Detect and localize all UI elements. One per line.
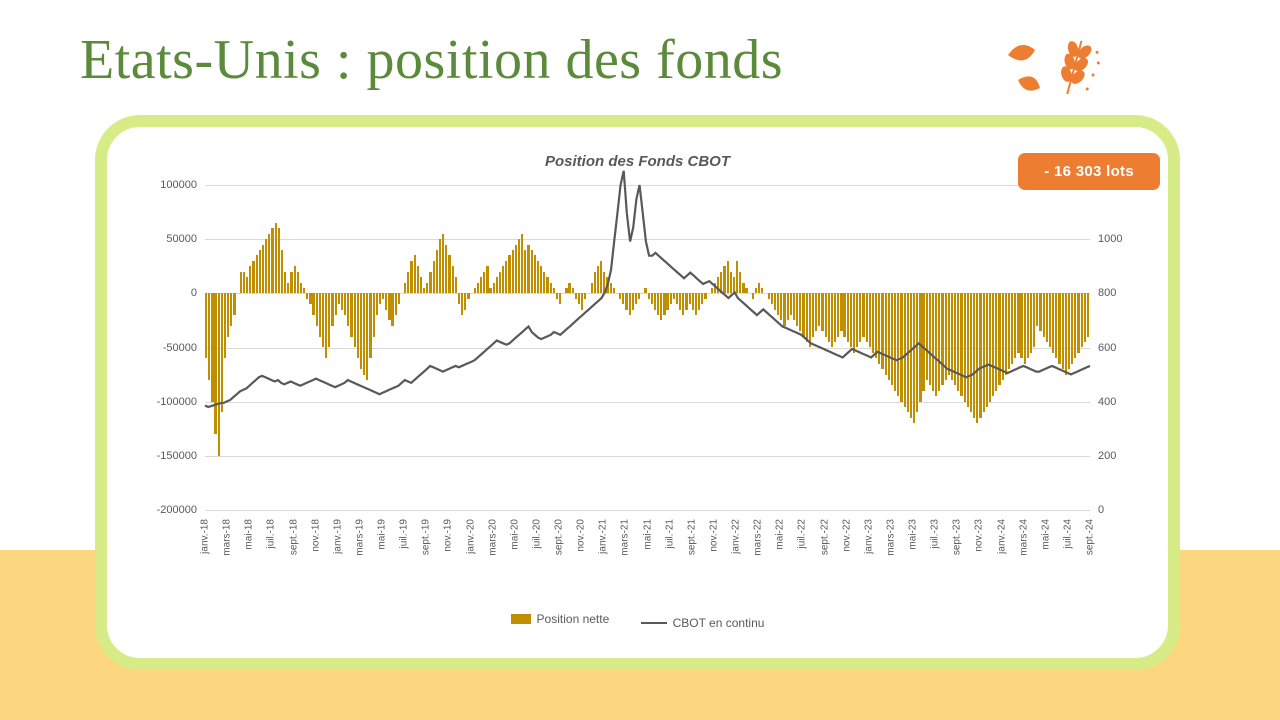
x-tick-label: sept.-21 bbox=[686, 519, 697, 555]
x-axis-labels: janv.-18mars-18mai-18juil.-18sept.-18nov… bbox=[205, 515, 1090, 595]
x-tick-label: mars-19 bbox=[354, 519, 365, 556]
x-tick-label: mai-24 bbox=[1040, 519, 1051, 550]
x-tick-label: sept.-20 bbox=[554, 519, 565, 555]
x-tick-label: mars-23 bbox=[885, 519, 896, 556]
x-tick-label: mars-24 bbox=[1018, 519, 1029, 556]
x-tick-label: janv.-19 bbox=[332, 519, 343, 554]
legend-swatch-bar bbox=[511, 614, 531, 624]
x-tick-label: janv.-21 bbox=[598, 519, 609, 554]
legend-label-line: CBOT en continu bbox=[673, 616, 765, 630]
x-tick-label: sept.-19 bbox=[421, 519, 432, 555]
x-tick-label: juil.-21 bbox=[664, 519, 675, 548]
chart-legend: Position nette CBOT en continu bbox=[125, 612, 1150, 630]
legend-item-bars: Position nette bbox=[511, 612, 610, 626]
legend-item-line: CBOT en continu bbox=[641, 616, 765, 630]
x-tick-label: mars-20 bbox=[487, 519, 498, 556]
x-tick-label: juil.-23 bbox=[930, 519, 941, 548]
x-tick-label: sept.-23 bbox=[952, 519, 963, 555]
x-tick-label: janv.-22 bbox=[731, 519, 742, 554]
x-tick-label: sept.-18 bbox=[288, 519, 299, 555]
x-tick-label: mai-19 bbox=[377, 519, 388, 550]
x-tick-label: juil.-19 bbox=[399, 519, 410, 548]
x-tick-label: janv.-23 bbox=[863, 519, 874, 554]
x-tick-label: mai-20 bbox=[509, 519, 520, 550]
x-tick-label: mars-18 bbox=[222, 519, 233, 556]
wheat-leaf-icon-group bbox=[1000, 30, 1100, 105]
chart-container: Position des Fonds CBOT - 16 303 lots -2… bbox=[125, 145, 1150, 640]
x-tick-label: sept.-24 bbox=[1085, 519, 1096, 555]
x-tick-label: mai-18 bbox=[244, 519, 255, 550]
plot-area: -200000-150000-100000-50000050000100000 … bbox=[205, 185, 1090, 510]
legend-label-bars: Position nette bbox=[537, 612, 610, 626]
x-tick-label: mai-21 bbox=[642, 519, 653, 550]
x-tick-label: juil.-22 bbox=[797, 519, 808, 548]
x-tick-label: janv.-24 bbox=[996, 519, 1007, 554]
x-tick-label: janv.-20 bbox=[465, 519, 476, 554]
x-tick-label: nov.-18 bbox=[310, 519, 321, 552]
x-tick-label: nov.-22 bbox=[841, 519, 852, 552]
x-tick-label: nov.-20 bbox=[576, 519, 587, 552]
x-tick-label: mars-22 bbox=[753, 519, 764, 556]
chart-frame: Position des Fonds CBOT - 16 303 lots -2… bbox=[95, 115, 1180, 670]
x-tick-label: janv.-18 bbox=[200, 519, 211, 554]
line-series bbox=[205, 185, 1090, 524]
leaf-wheat-icon bbox=[1000, 30, 1100, 100]
x-tick-label: nov.-23 bbox=[974, 519, 985, 552]
x-tick-label: mai-23 bbox=[908, 519, 919, 550]
value-badge: - 16 303 lots bbox=[1018, 153, 1160, 190]
x-tick-label: nov.-21 bbox=[708, 519, 719, 552]
legend-swatch-line bbox=[641, 622, 667, 624]
x-tick-label: nov.-19 bbox=[443, 519, 454, 552]
x-tick-label: juil.-20 bbox=[531, 519, 542, 548]
chart-title: Position des Fonds CBOT bbox=[125, 153, 1150, 170]
x-tick-label: juil.-18 bbox=[266, 519, 277, 548]
page-title: Etats-Unis : position des fonds bbox=[80, 28, 783, 92]
x-tick-label: mars-21 bbox=[620, 519, 631, 556]
x-tick-label: juil.-24 bbox=[1062, 519, 1073, 548]
x-tick-label: sept.-22 bbox=[819, 519, 830, 555]
x-tick-label: mai-22 bbox=[775, 519, 786, 550]
